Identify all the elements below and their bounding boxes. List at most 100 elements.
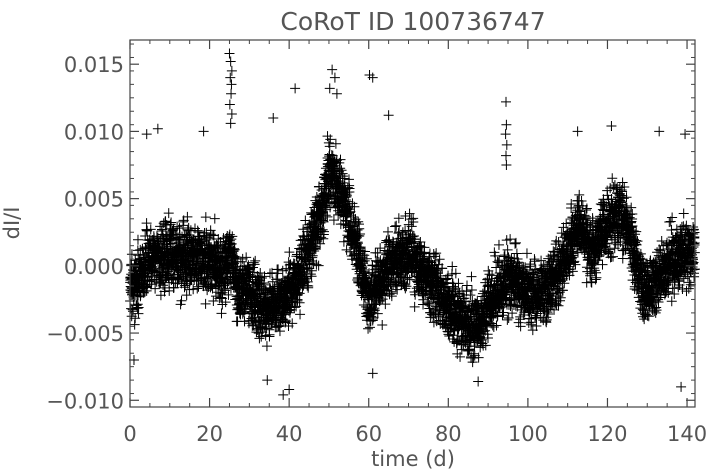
data-point bbox=[643, 311, 654, 322]
data-point bbox=[318, 233, 329, 244]
data-point bbox=[248, 257, 259, 268]
data-point bbox=[497, 310, 508, 321]
data-point bbox=[524, 261, 535, 272]
data-point bbox=[308, 258, 319, 269]
data-point bbox=[574, 189, 585, 200]
data-point bbox=[250, 255, 261, 266]
data-point bbox=[335, 154, 346, 165]
data-point bbox=[328, 215, 339, 226]
data-point bbox=[536, 255, 547, 266]
data-point bbox=[502, 314, 513, 325]
data-point bbox=[507, 308, 518, 319]
data-point bbox=[306, 265, 317, 276]
data-point bbox=[291, 249, 302, 260]
data-point bbox=[335, 163, 346, 174]
data-point bbox=[581, 203, 592, 214]
data-point bbox=[604, 244, 615, 255]
data-point bbox=[259, 271, 270, 282]
data-point bbox=[355, 229, 366, 240]
data-point bbox=[666, 296, 677, 307]
data-point bbox=[506, 299, 517, 310]
data-point bbox=[329, 156, 340, 167]
data-point bbox=[254, 333, 265, 344]
chart-title: CoRoT ID 100736747 bbox=[280, 7, 545, 36]
data-point bbox=[300, 271, 311, 282]
data-point bbox=[358, 258, 369, 269]
data-point bbox=[600, 238, 611, 249]
data-point bbox=[361, 253, 372, 264]
data-point bbox=[343, 196, 354, 207]
data-point bbox=[357, 262, 368, 273]
data-point bbox=[461, 286, 472, 297]
data-point bbox=[655, 245, 666, 256]
data-point bbox=[653, 296, 664, 307]
data-point bbox=[295, 309, 306, 320]
data-point bbox=[182, 211, 193, 222]
data-point bbox=[395, 271, 406, 282]
data-point bbox=[631, 226, 642, 237]
data-point bbox=[627, 208, 638, 219]
data-point bbox=[558, 222, 569, 233]
data-point bbox=[619, 181, 630, 192]
data-point bbox=[353, 216, 364, 227]
data-point bbox=[493, 239, 504, 250]
data-point bbox=[273, 264, 284, 275]
data-point bbox=[498, 307, 509, 318]
data-point bbox=[631, 235, 642, 246]
data-point bbox=[626, 202, 637, 213]
data-point bbox=[400, 283, 411, 294]
data-point bbox=[330, 138, 341, 149]
data-point bbox=[549, 304, 560, 315]
data-point bbox=[352, 238, 363, 249]
data-point bbox=[431, 248, 442, 259]
data-point bbox=[484, 269, 495, 280]
data-point bbox=[172, 221, 183, 232]
data-point bbox=[318, 226, 329, 237]
data-point bbox=[129, 319, 140, 330]
data-point bbox=[377, 320, 388, 331]
data-point bbox=[617, 177, 628, 188]
data-point bbox=[621, 192, 632, 203]
data-point bbox=[192, 225, 203, 236]
data-point bbox=[505, 234, 516, 245]
data-point bbox=[409, 234, 420, 245]
data-point bbox=[443, 270, 454, 281]
data-point bbox=[216, 308, 227, 319]
data-point bbox=[158, 280, 169, 291]
data-point bbox=[325, 134, 336, 145]
data-point bbox=[480, 340, 491, 351]
data-point bbox=[402, 272, 413, 283]
data-point bbox=[521, 248, 532, 259]
data-point bbox=[390, 221, 401, 232]
data-point bbox=[618, 245, 629, 256]
data-point bbox=[553, 300, 564, 311]
data-point bbox=[553, 237, 564, 248]
data-point bbox=[638, 305, 649, 316]
data-point bbox=[398, 278, 409, 289]
data-point bbox=[434, 254, 445, 265]
data-point bbox=[188, 284, 199, 295]
data-point bbox=[208, 296, 219, 307]
data-point bbox=[473, 352, 484, 363]
data-point bbox=[510, 238, 521, 249]
data-point bbox=[126, 249, 137, 260]
data-point bbox=[261, 341, 272, 352]
data-point bbox=[551, 293, 562, 304]
data-point bbox=[133, 302, 144, 313]
data-point bbox=[226, 238, 237, 249]
data-point bbox=[339, 173, 350, 184]
data-point bbox=[407, 231, 418, 242]
data-point bbox=[372, 248, 383, 259]
data-point bbox=[488, 322, 499, 333]
data-point bbox=[364, 322, 375, 333]
data-point bbox=[464, 344, 475, 355]
data-point bbox=[200, 212, 211, 223]
data-point bbox=[567, 266, 578, 277]
data-point bbox=[348, 212, 359, 223]
data-point bbox=[317, 224, 328, 235]
data-point bbox=[642, 310, 653, 321]
data-point bbox=[229, 244, 240, 255]
data-point bbox=[551, 235, 562, 246]
data-point bbox=[568, 257, 579, 268]
data-point bbox=[344, 183, 355, 194]
